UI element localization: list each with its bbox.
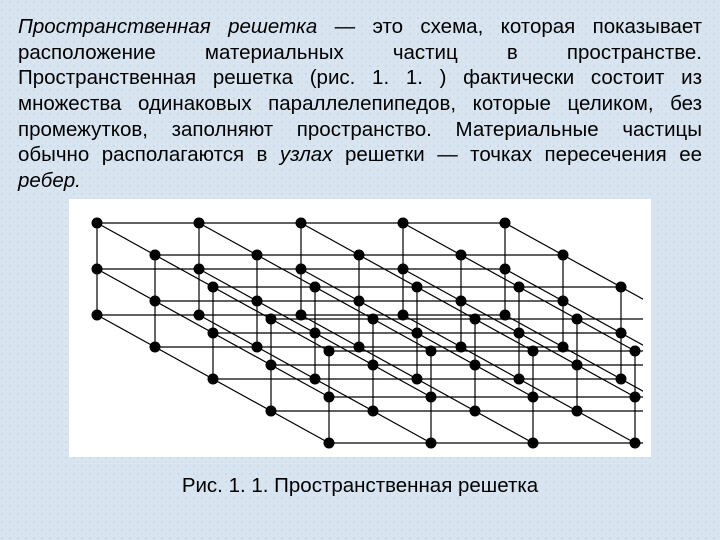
term-nodes: узлах: [280, 143, 333, 166]
text-run-4: решетки — точках пересечения ее: [332, 143, 702, 166]
page: Пространственная решетка — это схема, ко…: [0, 0, 720, 540]
term-spatial-lattice: Пространственная решетка: [18, 15, 317, 38]
term-edges: ребер.: [18, 169, 81, 192]
figure: [69, 199, 651, 457]
figure-container: Рис. 1. 1. Пространственная решетка: [18, 199, 702, 498]
body-paragraph: Пространственная решетка — это схема, ко…: [18, 14, 702, 193]
lattice-diagram: [77, 205, 643, 455]
figure-caption: Рис. 1. 1. Пространственная решетка: [18, 474, 702, 498]
